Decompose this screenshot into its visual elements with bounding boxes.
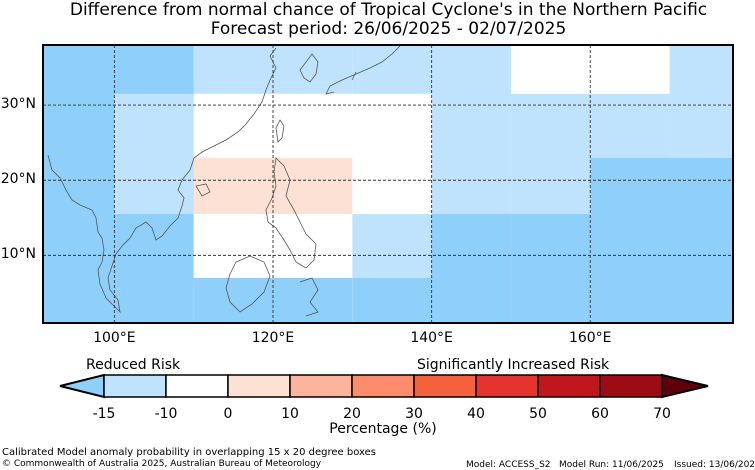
coast-hainan xyxy=(195,183,211,197)
colorbar-segment xyxy=(103,374,167,398)
coast-korea xyxy=(299,53,319,83)
lat-label: 10°N xyxy=(0,246,36,263)
grid-cell xyxy=(590,157,733,323)
lat-label: 20°N xyxy=(0,171,36,188)
grid-cell xyxy=(669,45,733,158)
colorbar-segment xyxy=(351,374,415,398)
colorbar-tick-label: 70 xyxy=(653,406,671,422)
grid-cell xyxy=(114,93,194,215)
graticule xyxy=(43,45,733,323)
coast-asia-mainland xyxy=(47,47,277,314)
increased-risk-label: Significantly Increased Risk xyxy=(417,357,610,373)
colorbar-under-arrow xyxy=(59,373,105,399)
grid-cell xyxy=(352,45,432,94)
coast-borneo xyxy=(225,255,271,313)
colorbar-segment xyxy=(475,374,539,398)
footer-issued: Issued: 13/06/2025 xyxy=(674,460,755,470)
reduced-risk-label: Reduced Risk xyxy=(86,357,181,373)
colorbar xyxy=(59,373,709,399)
colorbar-xlabel: Percentage (%) xyxy=(329,421,437,437)
colorbar-segment xyxy=(227,374,291,398)
colorbar-tick-label: 10 xyxy=(281,406,299,422)
footer-note: Calibrated Model anomaly probability in … xyxy=(2,447,377,458)
map-frame xyxy=(42,44,734,324)
colorbar-segment xyxy=(165,374,229,398)
colorbar-tick-label: 30 xyxy=(405,406,423,422)
grid-cell xyxy=(193,82,353,94)
colorbar-segment xyxy=(537,374,601,398)
colorbar-tick-label: -10 xyxy=(154,406,178,422)
grid-cell xyxy=(590,93,670,158)
lon-label: 120°E xyxy=(251,330,295,346)
grid-cell xyxy=(352,277,432,323)
grid-cell xyxy=(431,45,511,215)
colorbar-tick-label: 20 xyxy=(343,406,361,422)
colorbar-segment xyxy=(413,374,477,398)
footer-model: Model: ACCESS_S2 xyxy=(466,460,551,470)
lat-label: 30°N xyxy=(0,96,36,113)
grid-cell xyxy=(510,214,591,323)
title-line1: Difference from normal chance of Tropica… xyxy=(69,0,708,20)
colorbar-tick-label: 50 xyxy=(529,406,547,422)
coast-philippines xyxy=(265,157,317,269)
footer-copyright: © Commonwealth of Australia 2025, Austra… xyxy=(2,459,322,469)
footer-model-run: Model Run: 11/06/2025 xyxy=(559,460,664,470)
coast-taiwan xyxy=(275,119,285,143)
lon-label: 160°E xyxy=(568,330,612,346)
coast-japan xyxy=(325,45,401,95)
grid-cell xyxy=(431,214,511,323)
grid-cell xyxy=(352,93,432,215)
colorbar-tick-label: 60 xyxy=(591,406,609,422)
grid-cell xyxy=(510,93,591,215)
colorbar-over-arrow xyxy=(661,373,709,399)
title-line2: Forecast period: 26/06/2025 - 02/07/2025 xyxy=(210,19,567,39)
anomaly-grid xyxy=(43,45,733,323)
lon-label: 100°E xyxy=(93,330,136,346)
colorbar-tick-label: 0 xyxy=(223,406,233,422)
coastline-layer xyxy=(47,45,401,317)
grid-cell xyxy=(352,214,432,278)
colorbar-segment xyxy=(289,374,353,398)
colorbar-tick-label: 40 xyxy=(467,406,485,422)
colorbar-segment xyxy=(599,374,663,398)
colorbar-tick-label: -15 xyxy=(92,406,116,422)
lon-label: 140°E xyxy=(410,330,453,346)
coast-sulawesi xyxy=(299,277,319,317)
